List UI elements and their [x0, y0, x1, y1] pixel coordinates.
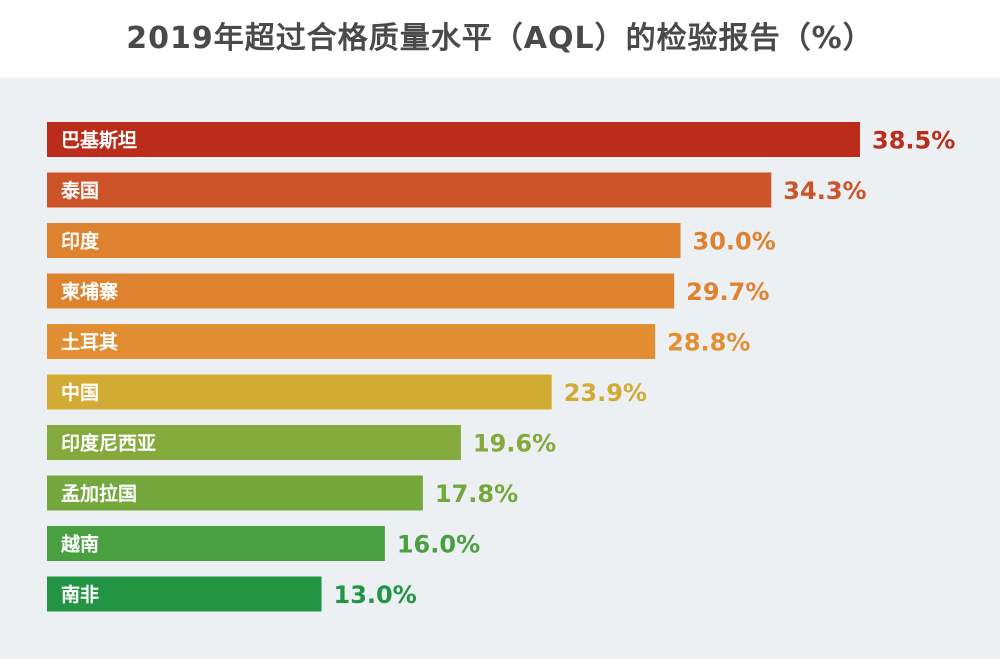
category-label: 印度尼西亚 — [61, 432, 156, 455]
category-label: 泰国 — [60, 179, 99, 202]
value-label: 28.8% — [667, 329, 750, 357]
category-label: 土耳其 — [61, 332, 118, 354]
value-label: 19.6% — [473, 430, 556, 458]
value-label: 34.3% — [783, 177, 866, 205]
value-label: 23.9% — [564, 379, 647, 407]
bar — [47, 576, 322, 612]
bar — [47, 475, 423, 511]
bar — [47, 172, 772, 208]
chart-title: 2019年超过合格质量水平（AQL）的检验报告（%） — [126, 21, 874, 56]
bar — [47, 374, 552, 410]
value-label: 38.5% — [872, 127, 955, 155]
category-label: 柬埔寨 — [61, 280, 118, 303]
title-bar: 2019年超过合格质量水平（AQL）的检验报告（%） — [0, 0, 1000, 78]
category-label: 南非 — [61, 584, 99, 606]
value-label: 17.8% — [435, 480, 518, 508]
value-label: 13.0% — [334, 581, 417, 609]
bar-chart: 巴基斯坦 38.5% 泰国 34.3% 印度 30.0% 柬埔寨 29.7% 土耳其 28.8% 中… — [47, 122, 955, 612]
bar — [47, 526, 385, 561]
bar — [47, 223, 681, 258]
value-label: 16.0% — [397, 531, 480, 559]
category-label: 巴基斯坦 — [61, 129, 137, 152]
value-label: 30.0% — [693, 228, 776, 256]
bar — [47, 122, 860, 157]
value-label: 29.7% — [686, 278, 769, 306]
category-label: 越南 — [60, 533, 99, 556]
category-label: 印度 — [61, 230, 100, 253]
bar — [47, 324, 656, 359]
category-label: 孟加拉国 — [61, 482, 137, 505]
category-label: 中国 — [61, 381, 99, 404]
bar — [47, 273, 675, 309]
bar — [47, 425, 461, 460]
